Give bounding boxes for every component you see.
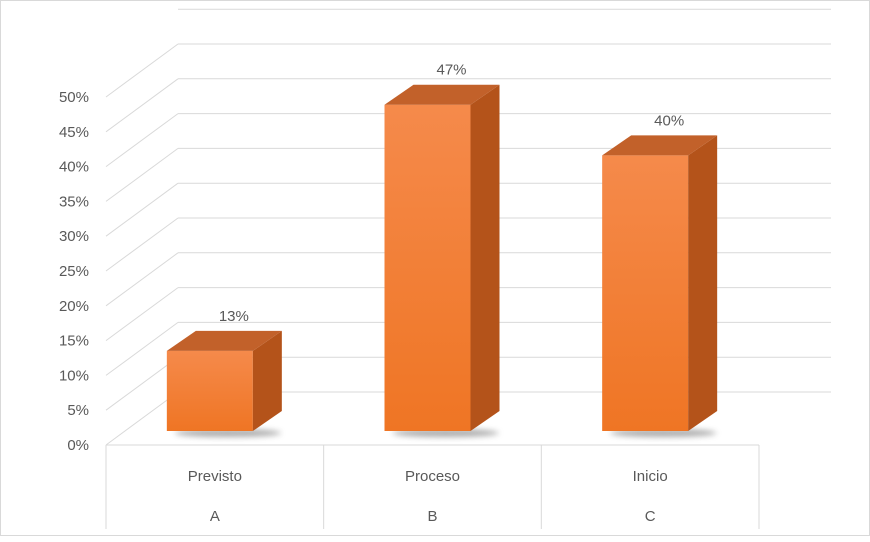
y-tick-label: 25% <box>59 263 89 280</box>
gridline-diagonal <box>105 287 179 342</box>
gridline-diagonal <box>105 182 179 237</box>
x-category-code: C <box>645 508 656 525</box>
bar-side <box>688 135 718 431</box>
gridline-diagonal <box>105 78 179 133</box>
y-tick-label: 15% <box>59 333 89 350</box>
gridline-diagonal <box>105 321 179 376</box>
gridline-diagonal <box>105 147 179 202</box>
bar-top <box>602 135 718 156</box>
x-category-label: Proceso <box>405 468 460 485</box>
data-label: 40% <box>654 112 684 129</box>
y-tick-label: 45% <box>59 124 89 141</box>
y-tick-label: 5% <box>67 402 89 419</box>
y-tick-label: 50% <box>59 89 89 106</box>
bar-front <box>384 104 471 431</box>
axes <box>105 444 760 529</box>
data-label: 47% <box>436 62 466 79</box>
bars <box>166 84 718 437</box>
y-tick-label: 20% <box>59 298 89 315</box>
gridline-diagonal <box>105 252 179 307</box>
x-category-label: Previsto <box>188 468 242 485</box>
bar-top <box>166 330 282 351</box>
gridline-diagonal <box>105 217 179 272</box>
bar-front <box>166 350 253 431</box>
y-tick-label: 10% <box>59 367 89 384</box>
gridline-diagonal <box>105 356 179 411</box>
bar-side <box>252 330 282 431</box>
gridline-diagonal <box>105 113 179 168</box>
gridlines <box>105 8 831 446</box>
gridline-diagonal <box>105 43 179 98</box>
gridline-diagonal <box>105 391 179 446</box>
data-label: 13% <box>219 308 249 325</box>
y-tick-label: 0% <box>67 437 89 454</box>
x-category-code: B <box>427 508 437 525</box>
bar-side <box>470 84 500 431</box>
bar-front <box>602 155 689 431</box>
x-category-label: Inicio <box>633 468 668 485</box>
labels: 0% 5% 10% 15% 20% 25% 30% 35% 40% 45% 50% 13% Previs… <box>59 62 684 525</box>
y-tick-label: 30% <box>59 228 89 245</box>
bar-top <box>384 84 500 105</box>
y-tick-label: 40% <box>59 159 89 176</box>
x-category-code: A <box>210 508 220 525</box>
y-tick-label: 35% <box>59 193 89 210</box>
